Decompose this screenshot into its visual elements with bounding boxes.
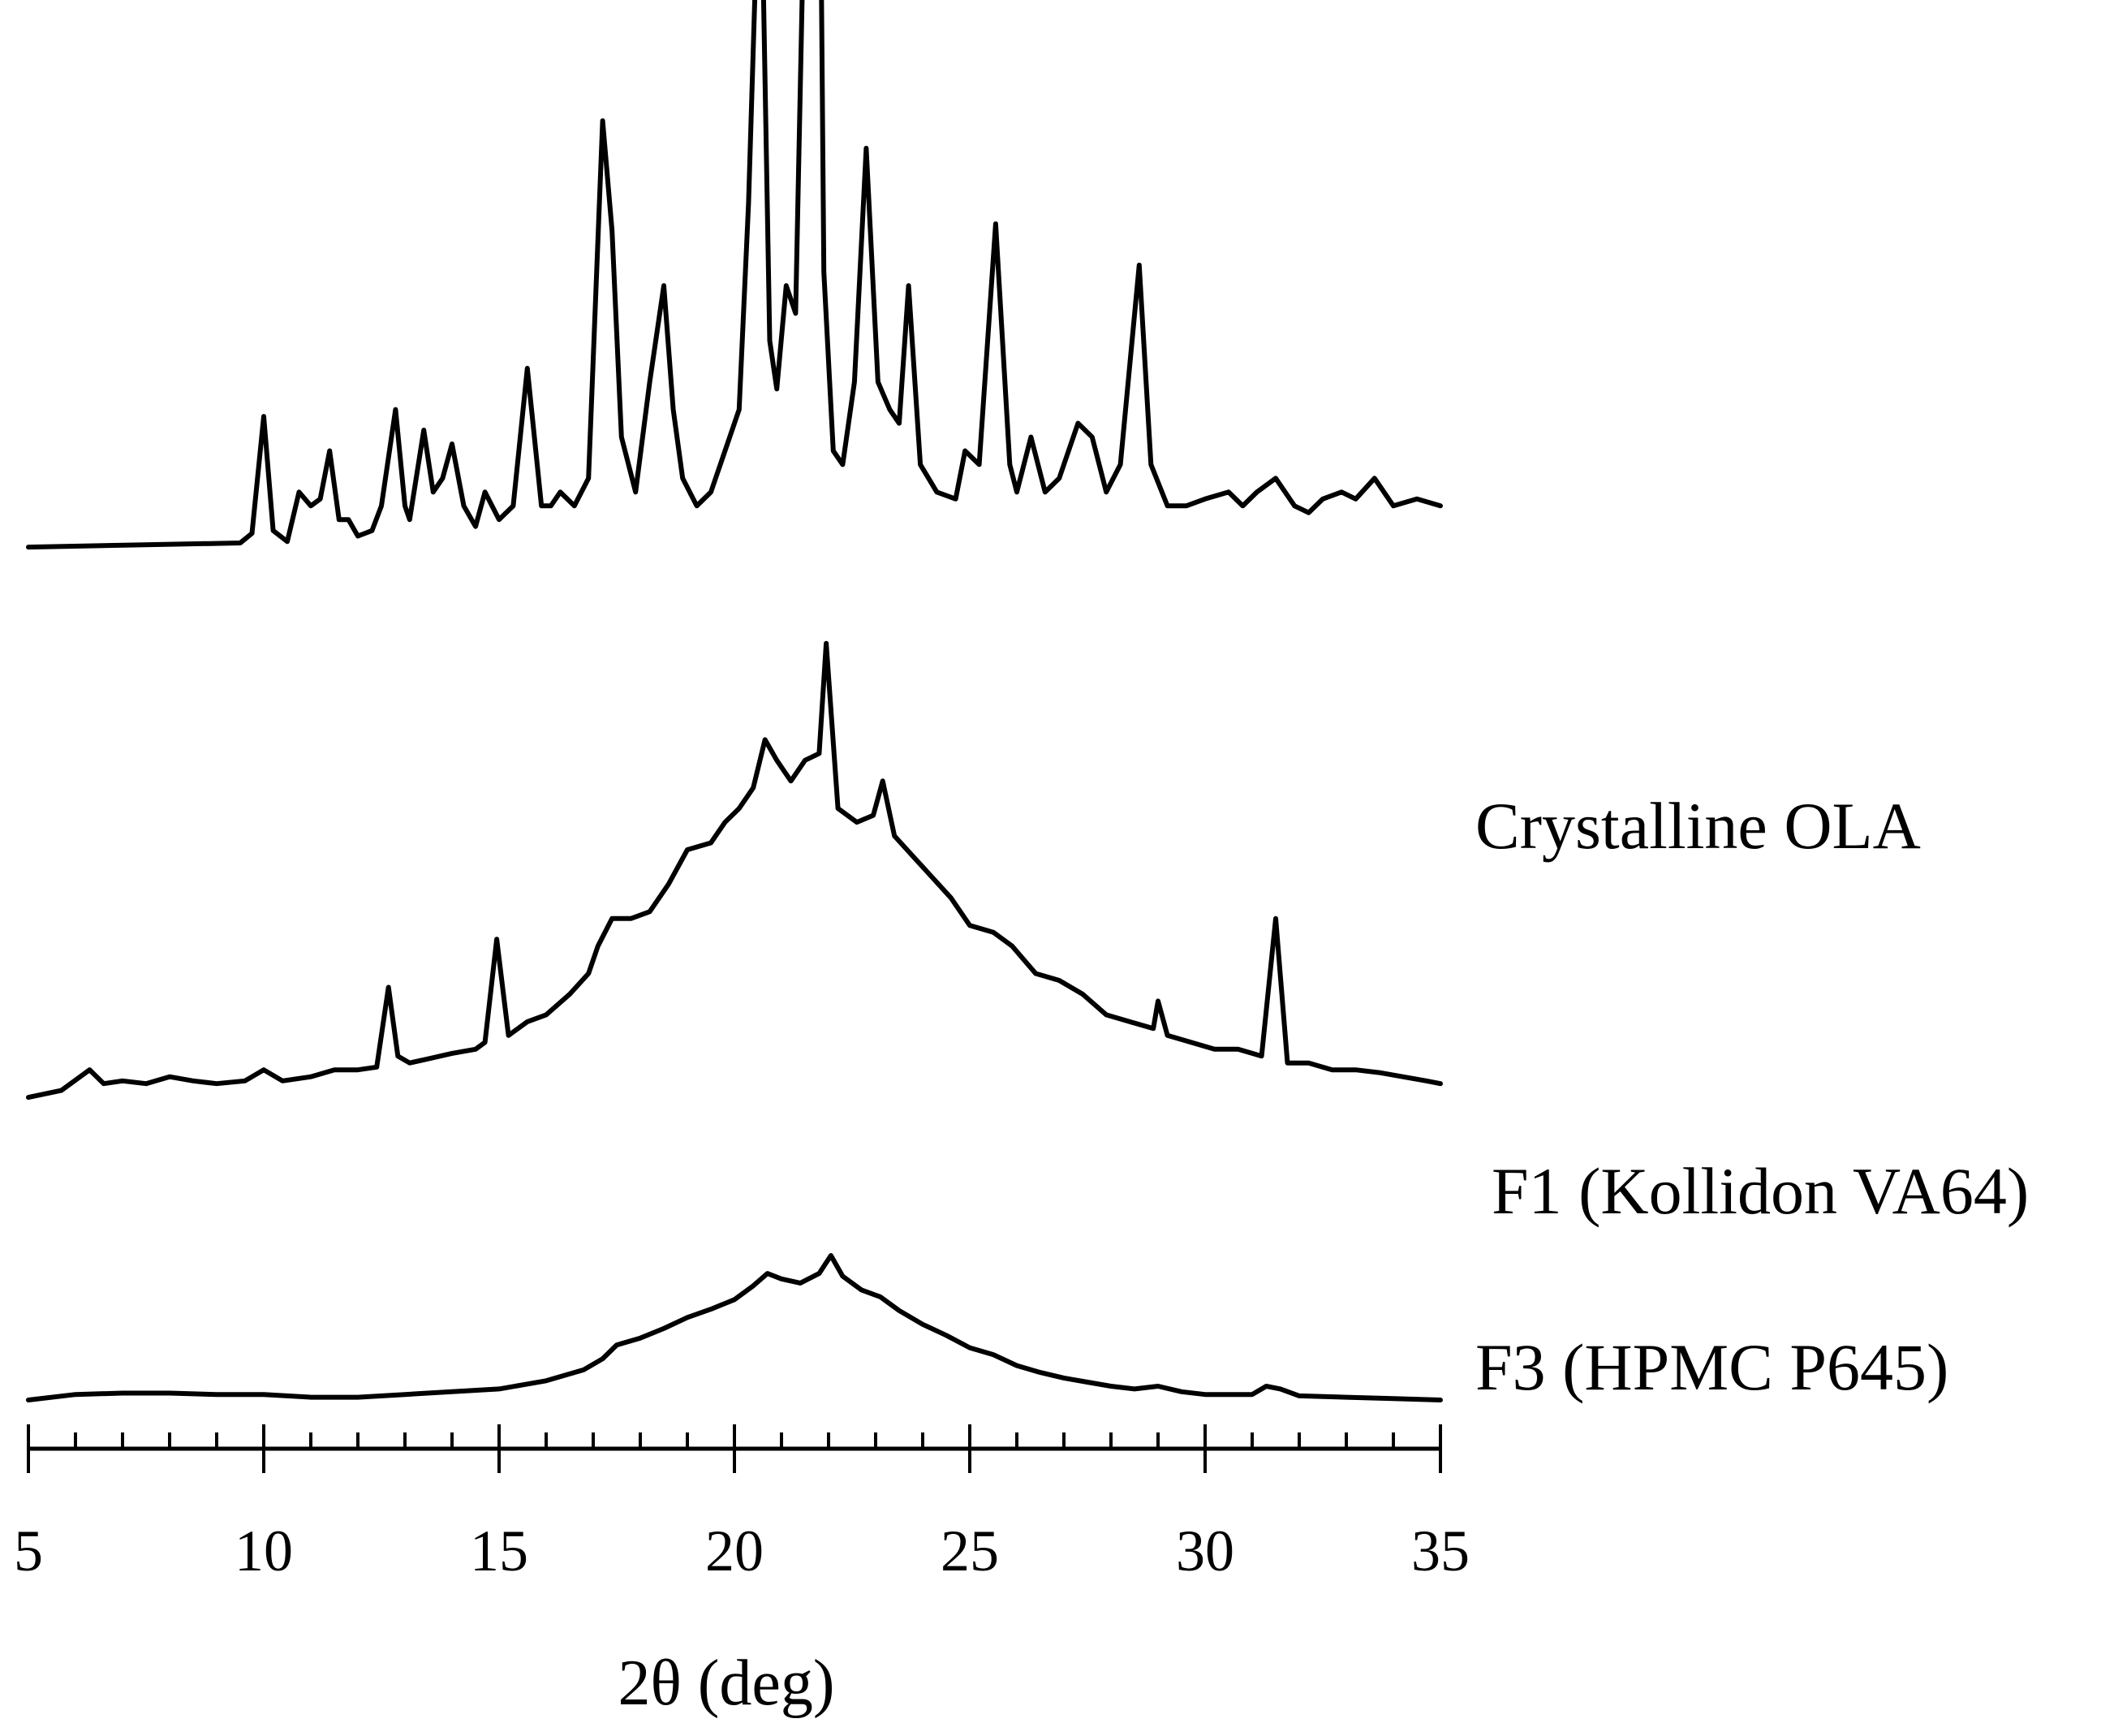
series-label-f1-kollidon-va64: F1 (Kollidon VA64) — [1492, 1154, 2029, 1228]
x-tick-label: 25 — [941, 1518, 999, 1583]
x-axis-ticks — [27, 1424, 1442, 1473]
series-line-f1-kollidon-va64 — [26, 640, 1443, 1101]
x-tick-label: 5 — [14, 1518, 43, 1583]
x-axis-title: 2θ (deg) — [618, 1648, 834, 1719]
series-line-crystalline-ola — [26, 0, 1443, 550]
x-axis-tick-labels: 5 10 15 20 25 30 35 — [14, 1518, 1470, 1583]
trace-group — [26, 0, 1443, 1402]
series-label-group: Crystalline OLA F1 (Kollidon VA64) F3 (HPM… — [1475, 789, 2029, 1404]
x-tick-label: 15 — [470, 1518, 528, 1583]
x-tick-label: 20 — [705, 1518, 764, 1583]
series-label-crystalline-ola: Crystalline OLA — [1475, 789, 1921, 863]
series-line-f3-hpmc-p645 — [26, 1253, 1443, 1402]
x-tick-label: 30 — [1176, 1518, 1234, 1583]
series-label-f3-hpmc-p645: F3 (HPMC P645) — [1475, 1330, 1948, 1404]
x-tick-label: 35 — [1411, 1518, 1470, 1583]
x-tick-label: 10 — [235, 1518, 293, 1583]
